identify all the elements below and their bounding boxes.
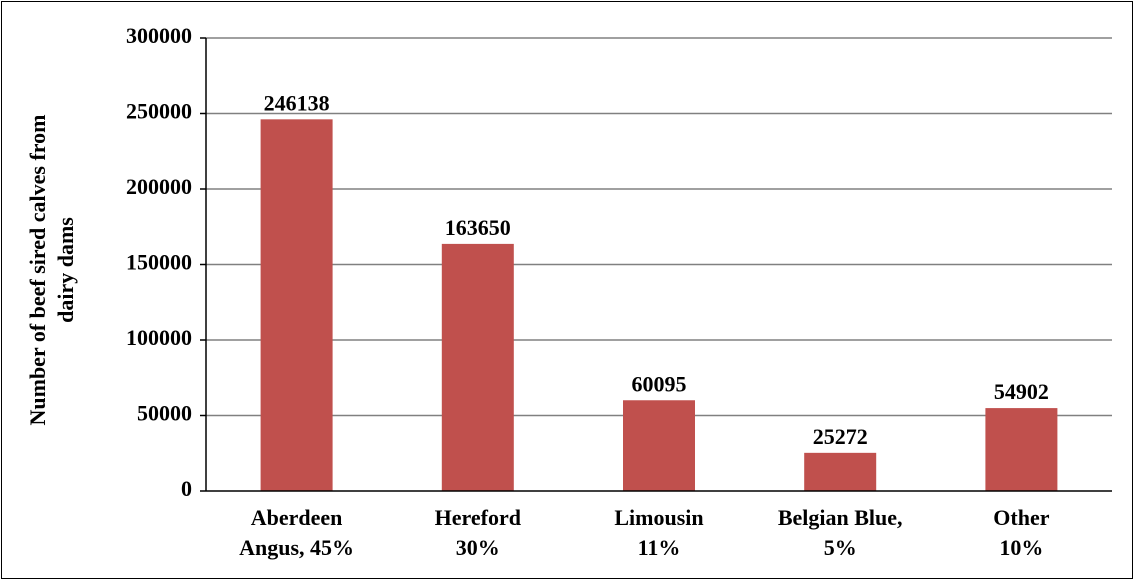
data-label: 60095 (632, 371, 687, 396)
x-tick-label: Limousin 11% (614, 505, 704, 560)
bar (623, 400, 695, 491)
y-axis-label: Number of beef sired calves from dairy d… (25, 114, 78, 426)
x-tick-label: Hereford 30% (434, 505, 521, 560)
bar (804, 452, 877, 491)
y-tick-label: 0 (181, 476, 192, 501)
x-tick-label: Other 10% (993, 505, 1050, 560)
y-tick-label: 100000 (126, 325, 192, 350)
x-tick-label: Belgian Blue, 5% (777, 505, 903, 560)
bar (985, 408, 1058, 491)
bar (260, 119, 333, 492)
y-tick-label: 250000 (126, 99, 192, 124)
bar (441, 243, 514, 491)
y-tick-label: 200000 (126, 174, 192, 199)
y-tick-label: 50000 (137, 401, 192, 426)
data-label: 25272 (813, 424, 868, 449)
y-tick-label: 300000 (126, 23, 192, 48)
data-label: 246138 (264, 90, 330, 115)
data-label: 54902 (994, 379, 1049, 404)
y-tick-label: 150000 (126, 250, 192, 275)
data-label: 163650 (445, 215, 511, 240)
x-tick-label: Aberdeen Angus, 45% (239, 505, 355, 560)
